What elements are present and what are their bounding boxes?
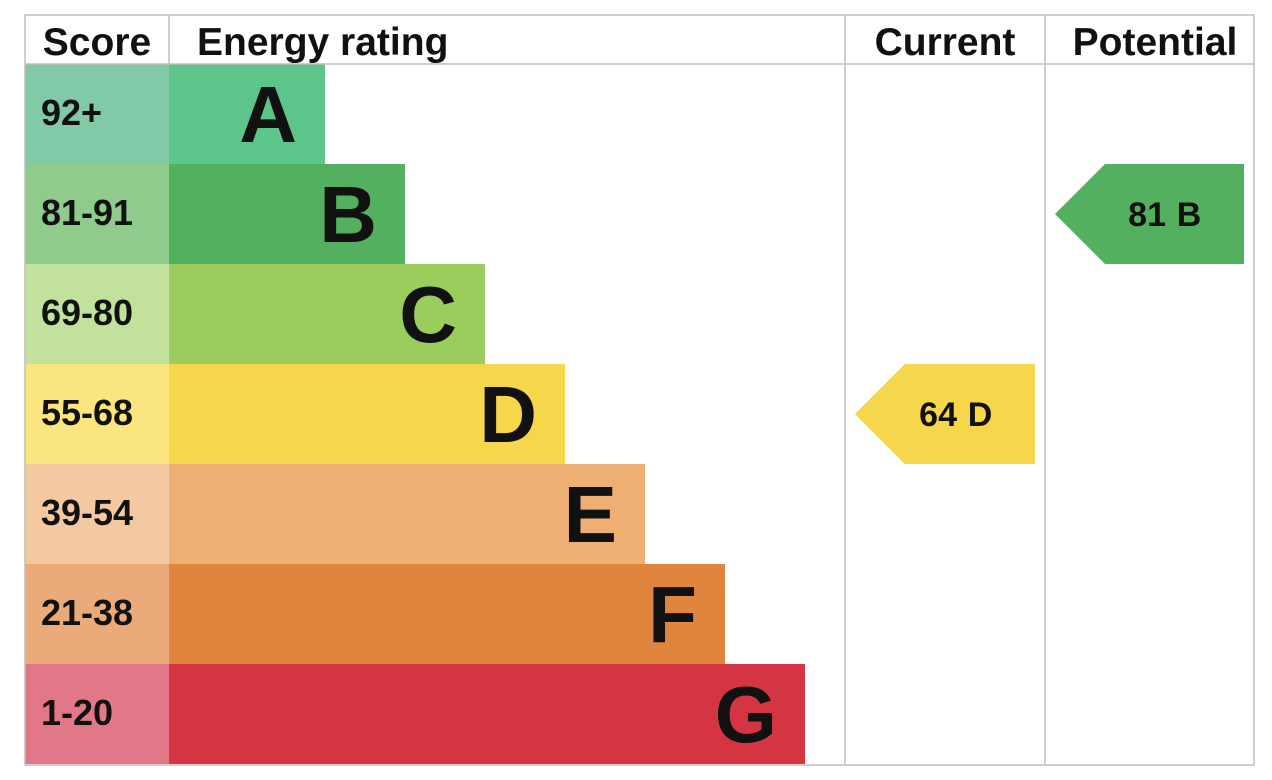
band-bar-f: [169, 564, 725, 664]
band-letter-f: F: [648, 570, 697, 659]
table-border: [24, 14, 1255, 766]
score-cell-d: [25, 364, 169, 464]
band-bar-e: [169, 464, 645, 564]
score-range-e: 39-54: [41, 492, 133, 533]
band-bar-d: [169, 364, 565, 464]
score-range-g: 1-20: [41, 692, 113, 733]
band-letter-g: G: [715, 670, 777, 759]
header-potential: Potential: [1073, 21, 1238, 64]
table-grid: [24, 14, 1255, 766]
score-range-c: 69-80: [41, 292, 133, 333]
band-letter-b: B: [319, 170, 377, 259]
score-cell-a: [25, 64, 169, 164]
potential-band: B: [1177, 196, 1202, 234]
current-score: 64: [919, 396, 957, 434]
score-range-d: 55-68: [41, 392, 133, 433]
potential-rating-arrow: [1055, 164, 1244, 264]
score-cell-b: [25, 164, 169, 264]
header-energy-rating: Energy rating: [197, 21, 448, 64]
band-letter-e: E: [564, 470, 617, 559]
band-bar-c: [169, 264, 485, 364]
band-bar-a: [169, 64, 325, 164]
band-letter-d: D: [479, 370, 537, 459]
band-letter-a: A: [239, 70, 297, 159]
band-bar-g: [169, 664, 805, 764]
band-bar-b: [169, 164, 405, 264]
current-band: D: [968, 396, 993, 434]
score-range-f: 21-38: [41, 592, 133, 633]
score-cell-f: [25, 564, 169, 664]
header-current: Current: [875, 21, 1016, 64]
score-range-a: 92+: [41, 92, 102, 133]
score-range-b: 81-91: [41, 192, 133, 233]
header-score: Score: [43, 21, 151, 64]
score-cell-c: [25, 264, 169, 364]
score-cell-g: [25, 664, 169, 764]
potential-score: 81: [1128, 196, 1166, 234]
rating-arrows: 64 D 81 B: [855, 164, 1244, 464]
band-letter-c: C: [399, 270, 457, 359]
current-rating-arrow: [855, 364, 1035, 464]
score-cell-e: [25, 464, 169, 564]
rating-bands: 92+ A 81-91 B 69-80 C 55-68 D 39-54 E 21-38 F 1-20 G: [25, 64, 805, 764]
